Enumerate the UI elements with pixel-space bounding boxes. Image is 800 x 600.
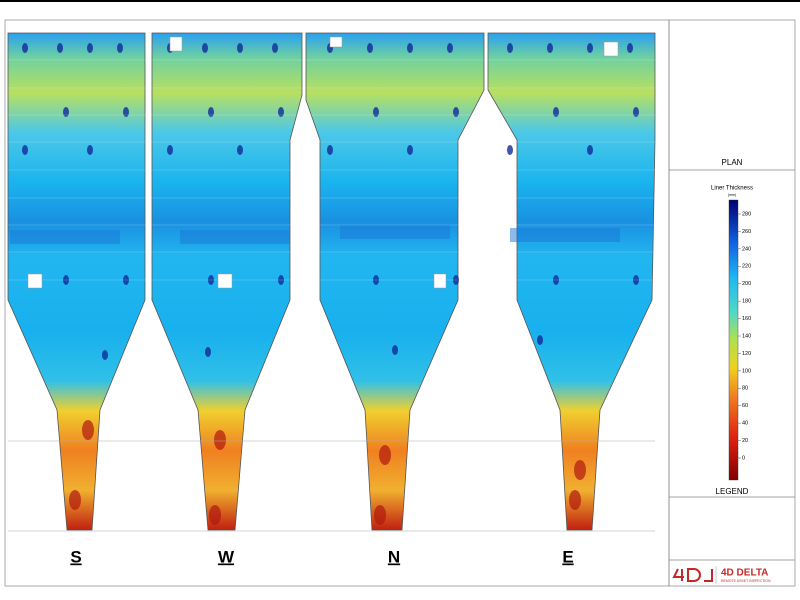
view-label: N [388,547,400,566]
spot [208,275,214,285]
spot [392,345,398,355]
spot [627,43,633,53]
spot [82,420,94,440]
logo: 4D DELTA REMOTE ASSET INSPECTION [672,566,771,584]
spot [537,335,543,345]
spot [447,43,453,53]
view-label: W [218,547,235,566]
view-shape [305,32,485,531]
logo-icon [672,568,713,582]
tick-label: 240 [742,246,751,252]
tick-label: 280 [742,211,751,217]
spot [202,43,208,53]
tick-label: 160 [742,316,751,322]
spot [278,107,284,117]
band [180,230,290,244]
plan-label: PLAN [722,158,743,167]
spot [167,145,173,155]
spot [507,43,513,53]
spot [373,107,379,117]
spot [102,350,108,360]
spot [69,490,81,510]
course-lines [8,59,655,281]
legend-unit: (mm) [728,193,736,197]
tick-label: 0 [742,455,745,461]
spot [208,107,214,117]
spot [379,445,391,465]
openings [27,36,619,289]
color-bar [728,199,739,481]
legend-ticks: 0 20 40 60 80 100 120 140 160 180 200 220 240 260 280 [738,211,751,461]
view-labels: S W N E [70,547,573,566]
spot [569,490,581,510]
tick-label: 20 [742,438,748,444]
tick-label: 60 [742,403,748,409]
band [340,225,450,239]
spot [553,275,559,285]
spot [373,275,379,285]
logo-tagline: REMOTE ASSET INSPECTION [721,579,771,583]
spot [574,460,586,480]
legend-title: Liner Thickness [711,186,753,192]
spot [407,145,413,155]
logo-name: 4D DELTA [721,568,768,579]
legend-label: LEGEND [716,487,749,496]
spot [633,275,639,285]
tick-label: 140 [742,333,751,339]
spot [237,43,243,53]
view-label: S [70,547,81,566]
spot [123,275,129,285]
tick-label: 180 [742,299,751,305]
tick-label: 220 [742,264,751,270]
thickness-spots [10,43,639,525]
spot [407,43,413,53]
spot [587,145,593,155]
spot [327,145,333,155]
spot [453,107,459,117]
spot [633,107,639,117]
tick-label: 260 [742,229,751,235]
tick-label: 80 [742,386,748,392]
spot [507,145,513,155]
spot [587,43,593,53]
spot [87,43,93,53]
spot [205,347,211,357]
view-label: E [562,547,573,566]
spot [117,43,123,53]
spot [209,505,221,525]
spot [374,505,386,525]
band [10,230,120,244]
spot [237,145,243,155]
tick-label: 200 [742,281,751,287]
tick-label: 40 [742,421,748,427]
spot [367,43,373,53]
spot [123,107,129,117]
title-block [668,19,796,587]
spot [22,43,28,53]
spot [278,275,284,285]
spot [87,145,93,155]
spot [63,107,69,117]
spot [22,145,28,155]
view-shape [487,32,656,531]
spot [214,430,226,450]
band [510,228,620,242]
spot [553,107,559,117]
view-shape [7,32,146,531]
spot [63,275,69,285]
spot [272,43,278,53]
tick-label: 120 [742,351,751,357]
spot [453,275,459,285]
tick-label: 100 [742,368,751,374]
spot [547,43,553,53]
spot [57,43,63,53]
